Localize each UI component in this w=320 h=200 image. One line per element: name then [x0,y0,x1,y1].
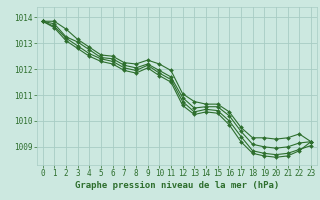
X-axis label: Graphe pression niveau de la mer (hPa): Graphe pression niveau de la mer (hPa) [75,181,279,190]
